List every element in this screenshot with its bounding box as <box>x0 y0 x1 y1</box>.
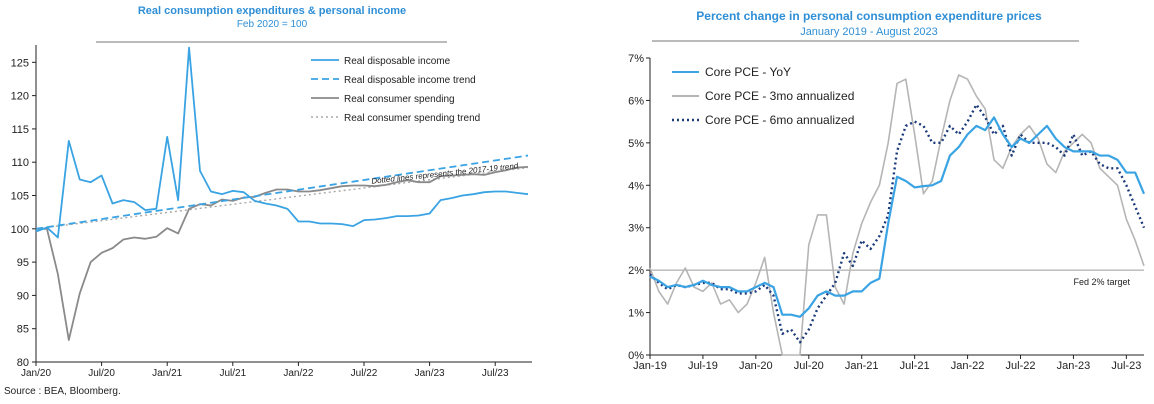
x-tick-label: Jan/23 <box>415 368 445 379</box>
x-tick-label: Jul-19 <box>688 360 718 372</box>
x-tick-label: Jan/20 <box>21 368 51 379</box>
series-line-3 <box>36 165 529 341</box>
x-tick-label: Jul-23 <box>1111 360 1141 372</box>
series-line-3 <box>649 103 1146 344</box>
x-tick-label: Jan/21 <box>152 368 182 379</box>
chart-title: Real consumption expenditures & personal… <box>138 5 406 17</box>
x-tick-label: Jul/22 <box>351 368 378 379</box>
trend-annotation: Dotted lines represents the 2017-19 tren… <box>371 161 519 185</box>
x-tick-label: Jul-21 <box>900 360 930 372</box>
y-tick-label: 80 <box>17 357 29 369</box>
chart-title: Percent change in personal consumption e… <box>696 9 1042 23</box>
y-tick-label: 1% <box>628 308 644 320</box>
pce-prices-chart: Percent change in personal consumption e… <box>628 9 1146 372</box>
y-tick-label: 4% <box>628 180 644 192</box>
legend-label-3: Core PCE - 6mo annualized <box>705 113 854 127</box>
x-tick-label: Jul/20 <box>88 368 115 379</box>
chart-subtitle: Feb 2020 = 100 <box>237 19 308 30</box>
y-tick-label: 5% <box>628 138 644 150</box>
x-tick-label: Jan-19 <box>633 360 667 372</box>
source-note: Source : BEA, Bloomberg. <box>4 386 121 397</box>
legend-label-1: Real disposable income <box>344 56 451 67</box>
legend-label-2: Real disposable income trend <box>344 75 476 86</box>
y-tick-label: 3% <box>628 223 644 235</box>
y-tick-label: 110 <box>11 157 29 169</box>
y-tick-label: 2% <box>628 265 644 277</box>
x-tick-label: Jan-20 <box>739 360 773 372</box>
legend-label-1: Core PCE - YoY <box>705 65 791 79</box>
fed-target-label: Fed 2% target <box>1073 277 1130 287</box>
x-tick-label: Jul-22 <box>1006 360 1036 372</box>
y-tick-label: 100 <box>11 224 29 236</box>
x-tick-label: Jul/23 <box>482 368 509 379</box>
y-tick-label: 0% <box>628 350 644 362</box>
y-tick-label: 7% <box>628 53 644 65</box>
y-tick-label: 105 <box>11 191 29 203</box>
x-tick-label: Jul-20 <box>794 360 824 372</box>
series-line-1 <box>35 46 529 239</box>
series-line-2 <box>649 74 1145 356</box>
x-tick-label: Jan-23 <box>1057 360 1091 372</box>
x-tick-label: Jan/22 <box>283 368 313 379</box>
y-tick-label: 115 <box>11 124 29 136</box>
y-tick-label: 85 <box>17 324 29 336</box>
legend-label-3: Real consumer spending <box>344 94 455 105</box>
x-tick-label: Jan-21 <box>845 360 879 372</box>
series-line-2 <box>35 154 529 230</box>
y-tick-label: 120 <box>11 91 29 103</box>
y-tick-label: 6% <box>628 95 644 107</box>
y-tick-label: 90 <box>17 290 29 302</box>
x-tick-label: Jul/21 <box>219 368 246 379</box>
legend-label-2: Core PCE - 3mo annualized <box>705 89 854 103</box>
x-tick-label: Jan-22 <box>951 360 985 372</box>
y-tick-label: 125 <box>11 57 29 69</box>
chart-subtitle: January 2019 - August 2023 <box>800 26 938 38</box>
series-line-1 <box>649 116 1146 318</box>
legend-label-4: Real consumer spending trend <box>344 113 480 124</box>
real-consumption-chart: Real consumption expenditures & personal… <box>11 5 532 379</box>
y-tick-label: 95 <box>17 257 29 269</box>
